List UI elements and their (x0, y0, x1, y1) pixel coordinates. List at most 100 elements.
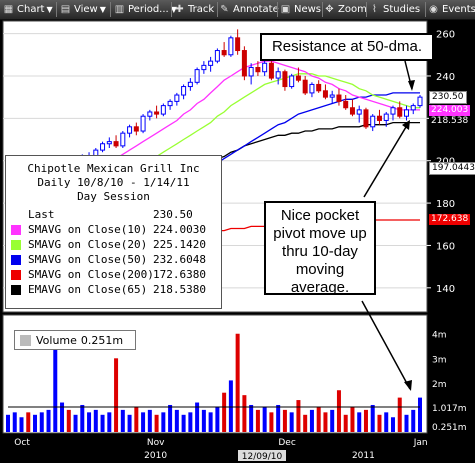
volume-bar (121, 410, 125, 432)
volume-bar (404, 415, 408, 432)
year-label: 2010 (144, 451, 167, 461)
legend-swatch (11, 255, 21, 265)
legend-row-label: SMAVG on Close(10) (28, 223, 147, 236)
volume-bar (317, 407, 321, 432)
volume-bar (101, 415, 105, 432)
candle (242, 46, 246, 80)
volume-bar (87, 412, 91, 432)
ema65-price-tag: 218.538 (429, 116, 470, 127)
track-button[interactable]: ✚ Track (174, 2, 214, 17)
news-button[interactable]: ▣ News (280, 2, 321, 17)
volume-bar (323, 412, 327, 432)
volume-bar (148, 410, 152, 432)
volume-legend-label: Volume (36, 334, 77, 347)
volume-bar (67, 410, 71, 432)
legend-rows: Last 230.50 SMAVG on Close(10) 224.0030 SMAV… (6, 207, 221, 297)
price-tick-label: 160 (436, 241, 455, 252)
volume-bar (256, 410, 260, 432)
toolbar-divider (366, 2, 367, 17)
annotate-button[interactable]: ✎ Annotate (219, 2, 279, 17)
legend-row-value: 172.6380 (153, 267, 206, 282)
volume-bar (80, 405, 84, 432)
volume-tick-label: 2m (432, 380, 447, 390)
year-label: 2011 (352, 451, 375, 461)
volume-bar (310, 410, 314, 432)
view-button-label: View (74, 4, 98, 15)
volume-bar (202, 410, 206, 432)
volume-bar (418, 398, 422, 432)
toolbar-divider (425, 2, 426, 17)
candle (141, 114, 145, 133)
news-button-label: News (294, 4, 321, 15)
volume-bar (303, 415, 307, 432)
news-icon: ▣ (280, 4, 291, 15)
legend-range: Daily 10/8/10 - 1/14/11 (6, 176, 221, 190)
legend-row-value: 225.1420 (153, 237, 206, 252)
track-button-label: Track (188, 4, 214, 15)
price-tick-label: 180 (436, 199, 455, 210)
volume-bar (269, 412, 273, 432)
view-button[interactable]: ▤ View ▼ (60, 2, 106, 17)
legend-row-label: SMAVG on Close(20) (28, 238, 147, 251)
volume-tick-label: 0.251m (432, 423, 467, 433)
candle (161, 104, 165, 117)
month-label: Dec (278, 438, 295, 448)
month-label: Oct (14, 438, 30, 448)
calendar-icon: ▥ (114, 4, 125, 15)
candle (269, 61, 273, 80)
period-button[interactable]: ▥ Period... ▼ (114, 2, 177, 17)
volume-bar (236, 334, 240, 432)
crosshair-icon: ✚ (174, 4, 185, 15)
price-tick-label: 260 (436, 30, 455, 41)
legend-row: SMAVG on Close(10) 224.0030 (6, 222, 221, 237)
volume-bar (330, 410, 334, 432)
volume-bar (175, 410, 179, 432)
candle (364, 108, 368, 129)
volume-bar (94, 410, 98, 432)
price-tick-label: 140 (436, 284, 455, 295)
volume-bar (161, 412, 165, 432)
studies-button-label: Studies (383, 4, 420, 15)
legend-row: EMAVG on Close(65) 218.5380 (6, 282, 221, 297)
toolbar-divider (322, 2, 323, 17)
zoom-icon: ✥ (324, 4, 335, 15)
volume-bar (188, 412, 192, 432)
volume-axis: 4m3m2m1.017m0.251m (432, 331, 467, 433)
chart-button-label: Chart (17, 4, 44, 15)
volume-bar (263, 407, 267, 432)
volume-bar (209, 412, 213, 432)
volume-swatch (20, 335, 31, 346)
volume-bar (128, 415, 132, 432)
legend-session: Day Session (6, 190, 221, 204)
volume-bar (249, 405, 253, 432)
legend-swatch (11, 270, 21, 280)
events-button-label: Events (442, 4, 475, 15)
month-label: Jan (413, 438, 428, 448)
events-button[interactable]: ◉ Events (428, 2, 475, 17)
chart-button[interactable]: ▦ Chart ▼ (3, 2, 53, 17)
candle (290, 74, 294, 89)
volume-bar (13, 412, 17, 432)
chevron-down-icon: ▼ (100, 5, 106, 14)
candle (215, 48, 219, 63)
volume-bar (74, 415, 78, 432)
volume-bar (377, 415, 381, 432)
period-button-label: Period... (128, 4, 169, 15)
candle (229, 36, 233, 57)
chart-legend: Chipotle Mexican Grill Inc Daily 10/8/10… (5, 155, 222, 309)
legend-row-label: Last (28, 208, 55, 221)
toolbar-divider (217, 2, 218, 17)
volume-bar (296, 400, 300, 432)
zoom-button[interactable]: ✥ Zoom (324, 2, 367, 17)
volume-bar (20, 417, 24, 432)
volume-bar (155, 415, 159, 432)
volume-bar (337, 390, 341, 432)
pencil-icon: ✎ (219, 4, 230, 15)
studies-button[interactable]: ⌇ Studies (369, 2, 420, 17)
candle (121, 131, 125, 148)
toolbar: ▦ Chart ▼ ▤ View ▼ ▥ Period... ▼ ✚ Track ✎ Annot… (0, 0, 475, 20)
pivot-callout: Nice pocket pivot move up thru 10-day mo… (264, 201, 376, 295)
volume-bar (215, 407, 219, 432)
volume-tick-label: 4m (432, 331, 447, 341)
